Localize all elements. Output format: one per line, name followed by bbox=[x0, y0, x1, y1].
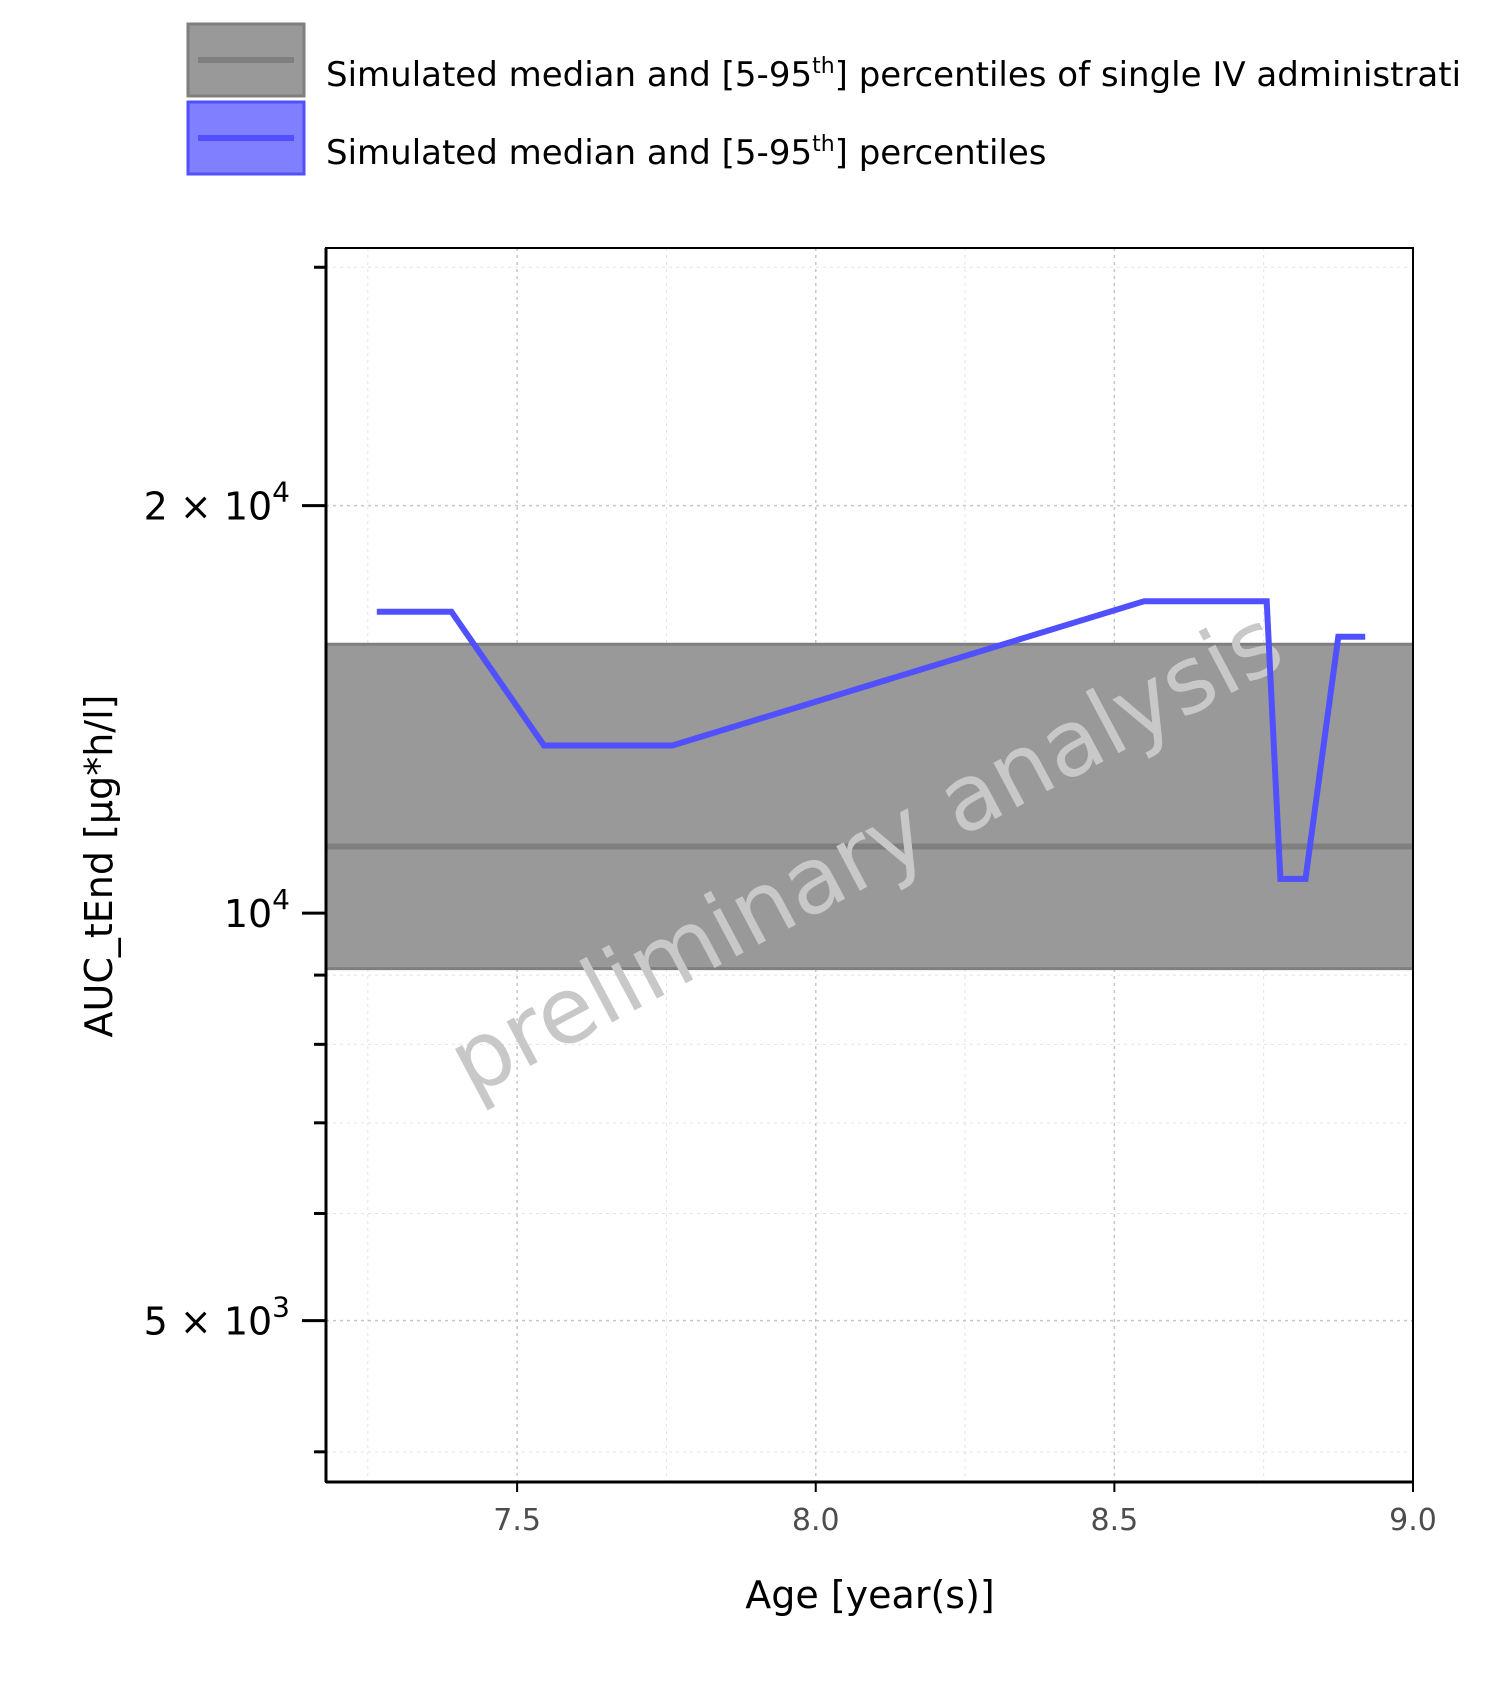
series-line-simulated-median bbox=[376, 598, 1366, 882]
legend-label-simulated: Simulated median and [5-95th] percentile… bbox=[326, 132, 1046, 173]
y-tick-label: 2 × 104 bbox=[144, 476, 290, 529]
legend: Simulated median and [5-95th] percentile… bbox=[186, 22, 1461, 176]
y-axis-title: AUC_tEnd [µg*h/l] bbox=[77, 695, 121, 1038]
legend-item-reference: Simulated median and [5-95th] percentile… bbox=[186, 22, 1461, 98]
legend-label-reference: Simulated median and [5-95th] percentile… bbox=[326, 54, 1461, 95]
legend-item-simulated: Simulated median and [5-95th] percentile… bbox=[186, 100, 1046, 176]
reference-band bbox=[326, 642, 1413, 971]
plot-area: preliminary analysis 7.5 8.0 8.5 9.0 5 × 10… bbox=[144, 247, 1437, 1538]
y-tick-label: 104 bbox=[224, 883, 290, 936]
x-tick-label: 8.5 bbox=[1091, 1503, 1139, 1538]
reference-band-area bbox=[326, 644, 1413, 969]
x-tick-label: 8.0 bbox=[792, 1503, 840, 1538]
y-axis-ticks: 5 × 103 104 2 × 104 bbox=[144, 265, 326, 1454]
x-tick-label: 7.5 bbox=[493, 1503, 541, 1538]
series-layer bbox=[376, 598, 1366, 882]
x-axis-ticks: 7.5 8.0 8.5 9.0 bbox=[493, 1482, 1437, 1538]
x-tick-label: 9.0 bbox=[1389, 1503, 1437, 1538]
y-tick-label: 5 × 103 bbox=[144, 1291, 290, 1344]
x-axis-title: Age [year(s)] bbox=[745, 1573, 994, 1617]
